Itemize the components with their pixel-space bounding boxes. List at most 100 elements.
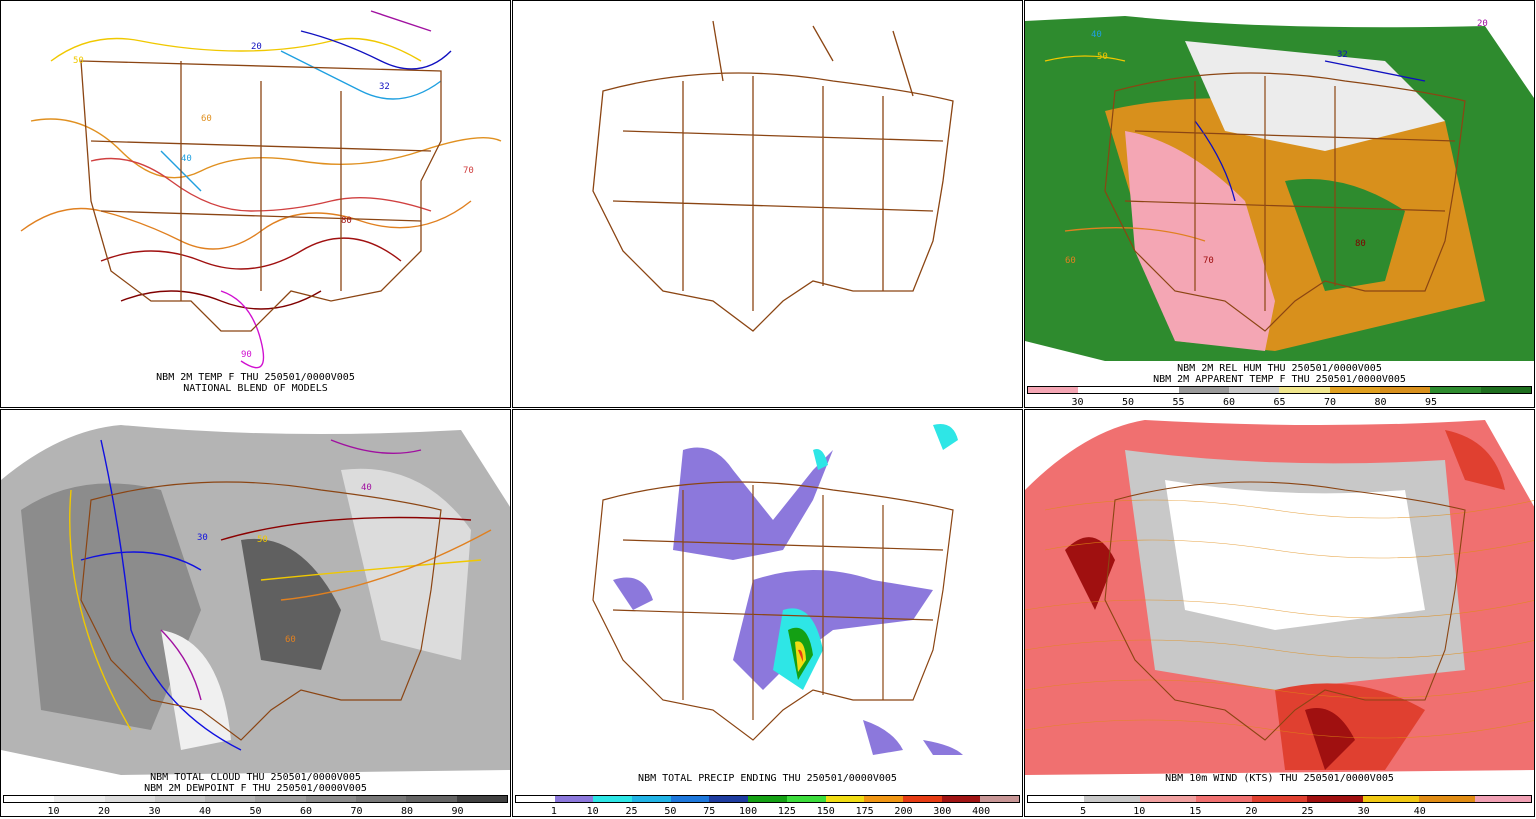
cloud-caption: NBM TOTAL CLOUD THU 250501/0000V005 NBM … [144, 772, 367, 794]
precip-map [592, 424, 963, 755]
contour-label: 40 [1091, 30, 1102, 40]
colorbar-swatch [593, 796, 633, 802]
precip-colorbar-labels: 1 10 25 50 75 100 125 150 175 200 300 400 [515, 806, 1020, 817]
colorbar-swatch [825, 796, 865, 802]
colorbar-label: 25 [625, 806, 638, 817]
colorbar-swatch [1419, 796, 1476, 802]
panel-relative-humidity: 20 32 40 50 60 70 80 NBM 2M REL HUM THU … [1024, 0, 1535, 408]
colorbar-swatch [786, 796, 826, 802]
colorbar-swatch [516, 796, 555, 802]
colorbar-swatch [864, 796, 903, 802]
colorbar-label: 125 [777, 806, 796, 817]
colorbar-label: 75 [703, 806, 716, 817]
colorbar-swatch [1475, 796, 1532, 802]
colorbar-label: 70 [1323, 397, 1337, 408]
temperature-caption: NBM 2M TEMP F THU 250501/0000V005 NATION… [156, 372, 355, 394]
colorbar-swatch [104, 796, 155, 802]
colorbar-swatch [1139, 796, 1196, 802]
colorbar-label: 5 [1080, 806, 1087, 817]
contour-label: 50 [73, 56, 84, 66]
colorbar-swatch [1229, 387, 1280, 393]
base-map [592, 20, 954, 332]
cloud-colorbar [3, 795, 508, 803]
contour-label: 90 [241, 350, 252, 360]
contour-label: 60 [285, 635, 296, 645]
wind-colorbar [1027, 795, 1532, 803]
colorbar-swatch [154, 796, 206, 802]
temperature-map: 20 32 40 50 60 70 80 90 [20, 10, 502, 369]
colorbar-swatch [632, 796, 671, 802]
contour-label: 60 [1065, 256, 1076, 266]
colorbar-swatch [748, 796, 787, 802]
colorbar-label: 25 [1301, 806, 1314, 817]
colorbar-label: 15 [1189, 806, 1202, 817]
colorbar-swatch [980, 796, 1019, 802]
colorbar-label: 50 [249, 806, 262, 817]
colorbar-swatch [1363, 796, 1420, 802]
contour-label: 32 [1337, 50, 1348, 60]
wind-caption: NBM 10m WIND (KTS) THU 250501/0000V005 [1165, 773, 1394, 784]
colorbar-swatch [356, 796, 407, 802]
colorbar-swatch [406, 796, 457, 802]
colorbar-swatch [902, 796, 942, 802]
colorbar-label: 50 [1121, 397, 1135, 408]
colorbar-label: 150 [816, 806, 835, 817]
colorbar-label: 200 [894, 806, 913, 817]
panel-basemap [512, 0, 1023, 408]
colorbar-swatch [255, 796, 306, 802]
colorbar-swatch [1251, 796, 1308, 802]
panel-wind: NBM 10m WIND (KTS) THU 250501/0000V005 5… [1024, 409, 1535, 817]
colorbar-label: 90 [451, 806, 464, 817]
colorbar-label: 30 [1071, 397, 1084, 408]
colorbar-label: 40 [198, 806, 212, 817]
colorbar-swatch [1083, 796, 1140, 802]
colorbar-label: 60 [1222, 397, 1236, 408]
colorbar-label: 300 [933, 806, 952, 817]
colorbar-swatch [1078, 387, 1129, 393]
contour-label: 60 [201, 114, 212, 124]
contour-label: 32 [379, 82, 390, 92]
precip-caption: NBM TOTAL PRECIP ENDING THU 250501/0000V… [638, 773, 897, 784]
colorbar-label: 175 [855, 806, 874, 817]
colorbar-swatch [1329, 387, 1381, 393]
colorbar-swatch [1028, 387, 1079, 393]
colorbar-label: 55 [1172, 397, 1185, 408]
colorbar-swatch [670, 796, 710, 802]
colorbar-label: 400 [972, 806, 991, 817]
contour-label: 40 [361, 483, 372, 493]
cloud-map: 30 40 50 60 [1, 425, 510, 775]
colorbar-swatch [1430, 387, 1481, 393]
colorbar-swatch [1128, 387, 1179, 393]
relhum-colorbar [1027, 386, 1532, 394]
colorbar-swatch [1178, 387, 1230, 393]
contour-label: 20 [1477, 19, 1488, 29]
colorbar-label: 80 [1374, 397, 1387, 408]
colorbar-swatch [1307, 796, 1364, 802]
colorbar-swatch [54, 796, 105, 802]
relhum-map: 20 32 40 50 60 70 80 [1025, 1, 1534, 381]
colorbar-swatch [709, 796, 749, 802]
colorbar-swatch [205, 796, 256, 802]
colorbar-label: 20 [97, 806, 111, 817]
colorbar-label: 95 [1424, 397, 1438, 408]
colorbar-label: 10 [1133, 806, 1146, 817]
panel-cloud-dewpoint: 30 40 50 60 NBM TOTAL CLOUD THU 250501/0… [0, 409, 511, 817]
contour-label: 20 [251, 42, 262, 52]
colorbar-label: 60 [299, 806, 313, 817]
colorbar-label: 1 [550, 806, 557, 817]
relhum-colorbar-labels: 30 50 55 60 65 70 80 95 [1027, 397, 1532, 408]
contour-label: 50 [257, 535, 268, 545]
contour-label: 70 [1203, 256, 1214, 266]
wind-colorbar-labels: 5 10 15 20 25 30 40 [1027, 806, 1532, 817]
colorbar-swatch [456, 796, 507, 802]
colorbar-label: 50 [664, 806, 677, 817]
wind-map [1025, 420, 1534, 775]
contour-label: 80 [341, 216, 352, 226]
colorbar-label: 100 [739, 806, 758, 817]
colorbar-label: 30 [148, 806, 161, 817]
colorbar-label: 80 [400, 806, 414, 817]
panel-temperature: 20 32 40 50 60 70 80 90 NBM 2M TEMP F TH… [0, 0, 511, 408]
colorbar-swatch [1195, 796, 1252, 802]
colorbar-label: 65 [1273, 397, 1286, 408]
